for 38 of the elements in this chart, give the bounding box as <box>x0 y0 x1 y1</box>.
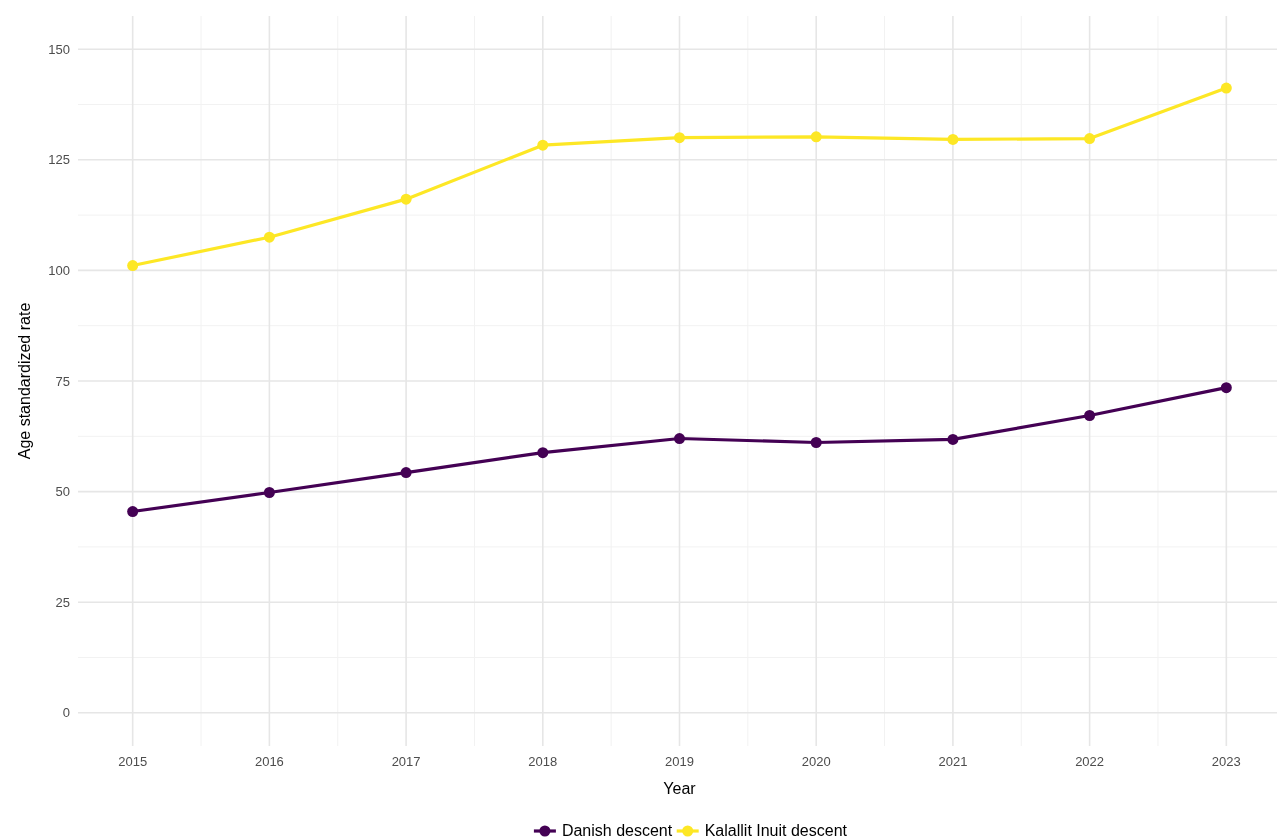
point <box>400 193 412 205</box>
point <box>1084 133 1096 145</box>
point <box>947 433 959 445</box>
x-tick-label: 2016 <box>254 754 284 769</box>
point <box>1220 382 1232 394</box>
x-tick-label: 2018 <box>528 754 558 769</box>
y-axis-title: Age standardized rate <box>16 302 33 460</box>
y-tick-label: 125 <box>48 152 70 168</box>
y-tick-label: 25 <box>55 594 70 610</box>
x-tick-label: 2023 <box>1211 754 1241 769</box>
legend-label: Danish descent <box>561 822 673 838</box>
x-tick-label: 2021 <box>938 754 968 769</box>
point <box>1220 82 1232 94</box>
x-tick-label: 2020 <box>801 754 831 769</box>
x-tick-label: 2019 <box>665 754 694 769</box>
y-tick-label: 150 <box>48 41 70 57</box>
legend-label: Kalallit Inuit descent <box>704 822 848 838</box>
point <box>947 133 959 145</box>
point <box>537 447 549 459</box>
x-axis-title: Year <box>663 780 697 797</box>
point <box>537 139 549 151</box>
y-tick-label: 50 <box>55 484 70 500</box>
x-tick-label: 2017 <box>391 754 421 769</box>
point <box>127 260 139 272</box>
y-tick-label: 0 <box>62 705 70 721</box>
point <box>263 231 275 243</box>
point <box>1084 410 1096 422</box>
x-tick-label: 2022 <box>1075 754 1105 769</box>
point <box>263 486 275 498</box>
y-tick-label: 100 <box>48 262 70 278</box>
point <box>400 467 412 479</box>
x-tick-label: 2015 <box>118 754 148 769</box>
point <box>127 506 139 518</box>
y-tick-label: 75 <box>55 373 70 389</box>
point <box>810 437 822 448</box>
point <box>674 132 685 144</box>
point <box>810 131 822 143</box>
point <box>674 433 685 445</box>
